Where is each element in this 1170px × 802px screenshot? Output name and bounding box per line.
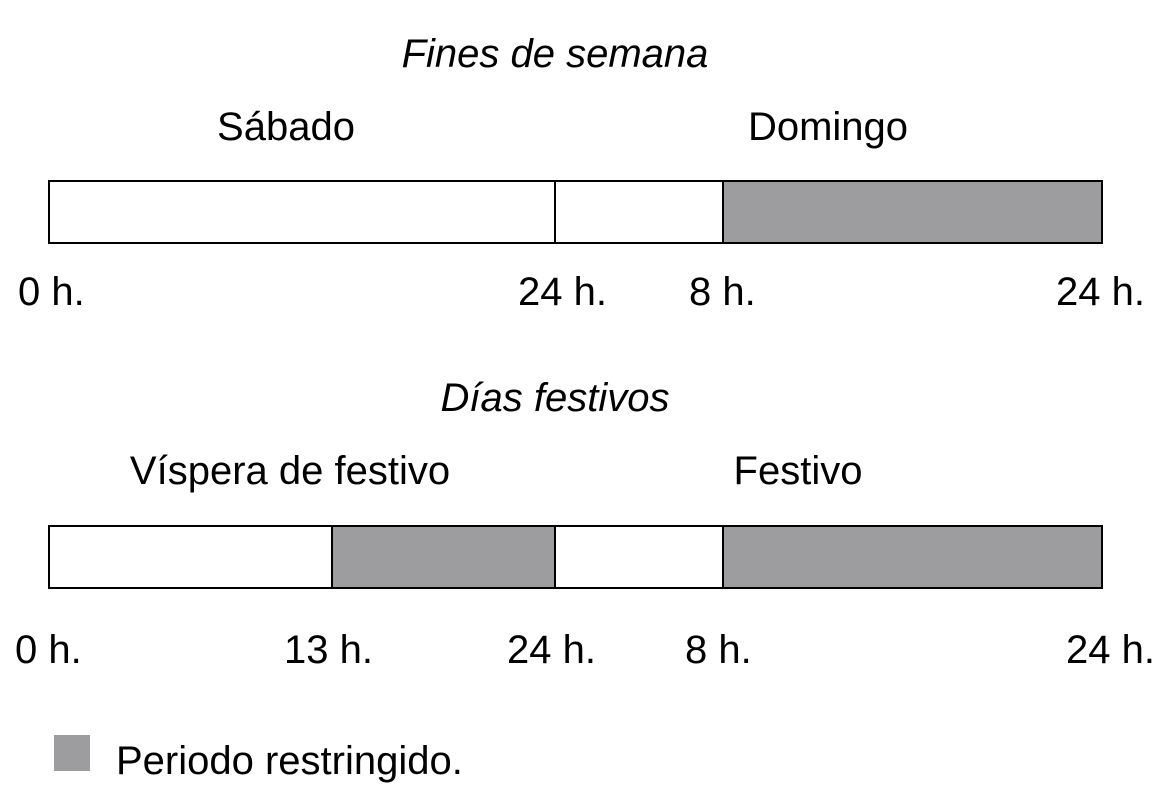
weekend-timeline-bar: [48, 180, 1103, 244]
weekend-title: Fines de semana: [401, 32, 709, 76]
holiday-label: Festivo: [733, 449, 863, 493]
holiday-restricted-segment: [722, 527, 1101, 587]
sunday-label: Domingo: [747, 105, 909, 149]
legend-restricted-swatch: [54, 735, 90, 771]
weekend-tick-3: 24 h.: [1056, 270, 1145, 314]
weekend-tick-1: 24 h.: [518, 270, 607, 314]
holiday-free-segment: [554, 527, 722, 587]
weekend-sunday-restricted-segment: [722, 182, 1101, 242]
holiday-eve-free-segment: [50, 527, 331, 587]
holidays-title: Días festivos: [440, 376, 670, 420]
holidays-timeline-bar: [48, 525, 1103, 589]
holidays-tick-2: 24 h.: [507, 628, 596, 672]
weekend-tick-2: 8 h.: [689, 270, 756, 314]
weekend-tick-0: 0 h.: [18, 270, 85, 314]
saturday-label: Sábado: [217, 105, 355, 149]
holidays-tick-4: 24 h.: [1066, 628, 1155, 672]
holidays-tick-1: 13 h.: [284, 628, 373, 672]
holidays-tick-3: 8 h.: [685, 628, 752, 672]
holiday-eve-restricted-segment: [331, 527, 554, 587]
holiday-eve-label: Víspera de festivo: [129, 449, 451, 493]
weekend-saturday-segment: [50, 182, 554, 242]
legend-label: Periodo restringido.: [116, 739, 463, 783]
weekend-sunday-free-segment: [554, 182, 722, 242]
holidays-tick-0: 0 h.: [15, 628, 82, 672]
